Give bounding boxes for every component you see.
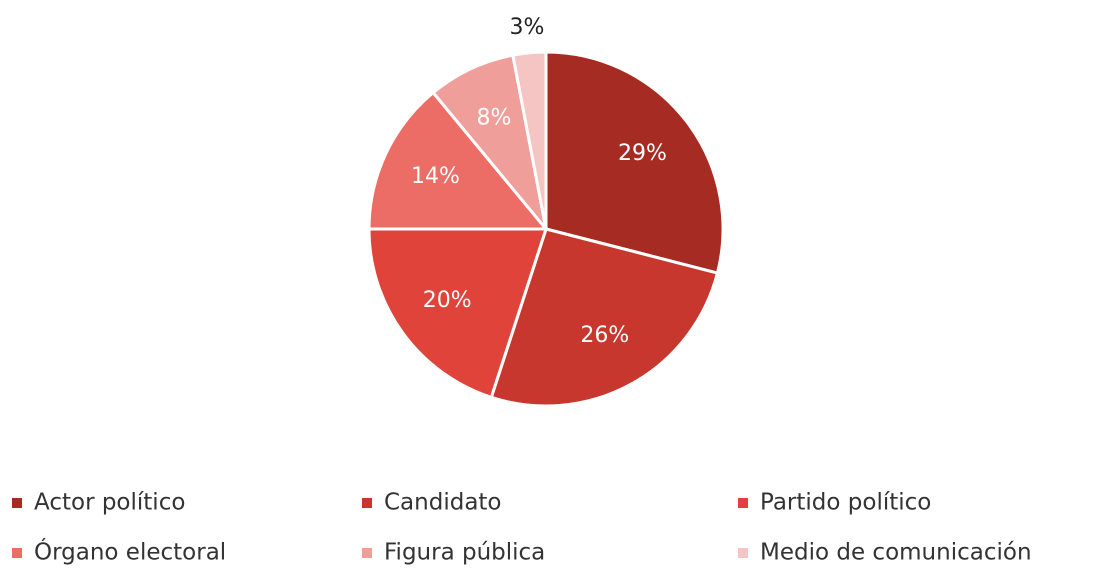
pie-slice: [367, 90, 550, 231]
legend-marker: [12, 548, 22, 558]
pie-slice: [367, 227, 549, 400]
data-label: 20%: [423, 288, 472, 313]
data-label: 3%: [510, 15, 545, 40]
legend-label: Medio de comunicación: [760, 540, 1032, 566]
data-label: 14%: [411, 164, 460, 189]
legend-marker: [738, 548, 748, 558]
legend-marker: [362, 498, 372, 508]
pie-slice: [544, 50, 725, 275]
pie-slice: [431, 53, 548, 230]
data-label: 26%: [580, 323, 629, 348]
data-label: 29%: [618, 141, 667, 166]
pie-slice: [511, 50, 548, 230]
legend-label: Figura pública: [384, 540, 545, 566]
data-label: 8%: [477, 105, 512, 130]
pie-slice: [489, 227, 720, 408]
legend-marker: [738, 498, 748, 508]
legend-marker: [362, 548, 372, 558]
legend-label: Candidato: [384, 490, 502, 516]
legend-label: Partido político: [760, 490, 931, 516]
legend-marker: [12, 498, 22, 508]
legend-label: Órgano electoral: [34, 538, 226, 566]
legend-label: Actor político: [34, 490, 185, 516]
